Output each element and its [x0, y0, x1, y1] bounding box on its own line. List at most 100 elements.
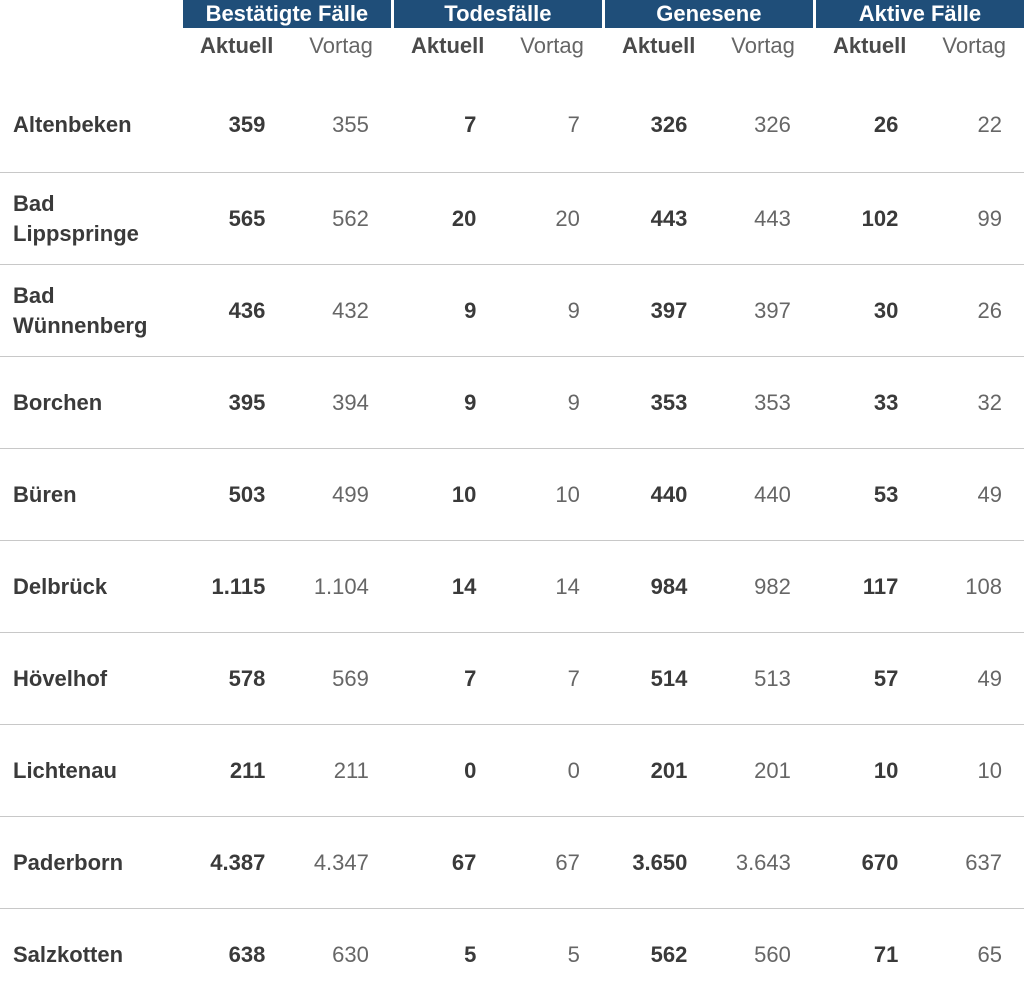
value-current: 562	[650, 941, 688, 967]
value-previous: 394	[285, 357, 391, 449]
value-previous: 562	[285, 173, 391, 265]
value-previous: 432	[285, 265, 391, 357]
value-previous: 32	[918, 357, 1024, 449]
value-current: 326	[601, 71, 708, 173]
table-row: Delbrück 1.115 1.104 14 14 984 982 117 108	[0, 541, 1024, 633]
value-current: 7	[390, 71, 497, 173]
value-previous: 7	[496, 71, 602, 173]
value-previous: 67	[496, 817, 602, 909]
municipality-name: Delbrück	[0, 541, 180, 633]
value-previous: 3.643	[707, 817, 813, 909]
table-row: Hövelhof 578 569 7 7 514 513 57 49	[0, 633, 1024, 725]
value-current: 638	[228, 941, 266, 967]
group-header-active: Aktive Fälle	[812, 0, 1024, 28]
table-row: Salzkotten 638 630 5 5 562 560 71 65	[0, 909, 1024, 1000]
value-previous: 513	[707, 633, 813, 725]
value-previous: 0	[496, 725, 602, 817]
subheader-current: Aktuell	[833, 33, 907, 58]
value-previous: 20	[496, 173, 602, 265]
subheader-previous: Vortag	[942, 33, 1006, 58]
value-previous: 982	[707, 541, 813, 633]
value-previous: 99	[918, 173, 1024, 265]
value-current: 7	[390, 633, 497, 725]
value-current: 353	[601, 357, 708, 449]
group-header-deaths: Todesfälle	[390, 0, 602, 28]
subheader-previous: Vortag	[520, 33, 584, 58]
value-current: 3.650	[601, 817, 708, 909]
value-previous: 637	[918, 817, 1024, 909]
table-row: Paderborn 4.387 4.347 67 67 3.650 3.643 670 637	[0, 817, 1024, 909]
value-current: 397	[601, 265, 708, 357]
value-current: 578	[179, 633, 286, 725]
corner-cell	[0, 0, 180, 28]
covid-case-table-view: Bestätigte Fälle Todesfälle Genesene Akt…	[0, 0, 1024, 967]
municipality-name: Hövelhof	[0, 633, 180, 725]
subheader-previous: Vortag	[309, 33, 373, 58]
municipality-name: Salzkotten	[13, 941, 124, 967]
value-current: 9	[390, 357, 497, 449]
value-current: 503	[179, 449, 286, 541]
value-previous: 9	[496, 265, 602, 357]
value-previous: 1.104	[285, 541, 391, 633]
value-previous: 201	[707, 725, 813, 817]
value-previous: 49	[918, 633, 1024, 725]
value-current: 514	[601, 633, 708, 725]
value-previous: 353	[707, 357, 813, 449]
subheader-corner	[0, 28, 180, 71]
value-current: 67	[390, 817, 497, 909]
municipality-name: Bad Lippspringe	[0, 173, 180, 265]
value-previous: 397	[707, 265, 813, 357]
table-row: Altenbeken 359 355 7 7 326 326 26 22	[0, 71, 1024, 173]
value-current: 9	[390, 265, 497, 357]
municipality-name: Paderborn	[0, 817, 180, 909]
value-previous: 108	[918, 541, 1024, 633]
subheader-previous: Vortag	[731, 33, 795, 58]
municipality-name: Lichtenau	[0, 725, 180, 817]
value-current: 10	[390, 449, 497, 541]
group-header-recovered: Genesene	[601, 0, 813, 28]
value-current: 117	[812, 541, 919, 633]
value-current: 53	[812, 449, 919, 541]
value-previous: 5	[567, 941, 580, 967]
value-current: 984	[601, 541, 708, 633]
value-previous: 26	[918, 265, 1024, 357]
value-previous: 355	[285, 71, 391, 173]
value-current: 20	[390, 173, 497, 265]
value-current: 5	[464, 941, 477, 967]
value-previous: 10	[496, 449, 602, 541]
subheader-current: Aktuell	[411, 33, 485, 58]
value-current: 436	[179, 265, 286, 357]
value-current: 211	[179, 725, 286, 817]
value-previous: 65	[977, 941, 1002, 967]
subheader-row: Aktuell Vortag Aktuell Vortag Aktuell Vo…	[0, 28, 1024, 71]
value-previous: 326	[707, 71, 813, 173]
subheader-current: Aktuell	[200, 33, 274, 58]
value-previous: 4.347	[285, 817, 391, 909]
value-current: 1.115	[179, 541, 286, 633]
table-body: Altenbeken 359 355 7 7 326 326 26 22 Bad Lippspri…	[0, 71, 1024, 1000]
value-current: 440	[601, 449, 708, 541]
value-current: 57	[812, 633, 919, 725]
value-current: 10	[812, 725, 919, 817]
value-current: 14	[390, 541, 497, 633]
group-header-row: Bestätigte Fälle Todesfälle Genesene Akt…	[0, 0, 1024, 28]
table-row: Lichtenau 211 211 0 0 201 201 10 10	[0, 725, 1024, 817]
value-previous: 569	[285, 633, 391, 725]
value-previous: 49	[918, 449, 1024, 541]
value-previous: 440	[707, 449, 813, 541]
value-current: 443	[601, 173, 708, 265]
value-current: 4.387	[179, 817, 286, 909]
table-row: Büren 503 499 10 10 440 440 53 49	[0, 449, 1024, 541]
value-current: 26	[812, 71, 919, 173]
municipality-name: Büren	[0, 449, 180, 541]
value-current: 359	[179, 71, 286, 173]
value-previous: 22	[918, 71, 1024, 173]
value-previous: 630	[332, 941, 369, 967]
value-current: 670	[812, 817, 919, 909]
group-header-confirmed: Bestätigte Fälle	[179, 0, 391, 28]
value-previous: 443	[707, 173, 813, 265]
value-current: 33	[812, 357, 919, 449]
value-previous: 10	[918, 725, 1024, 817]
value-previous: 7	[496, 633, 602, 725]
